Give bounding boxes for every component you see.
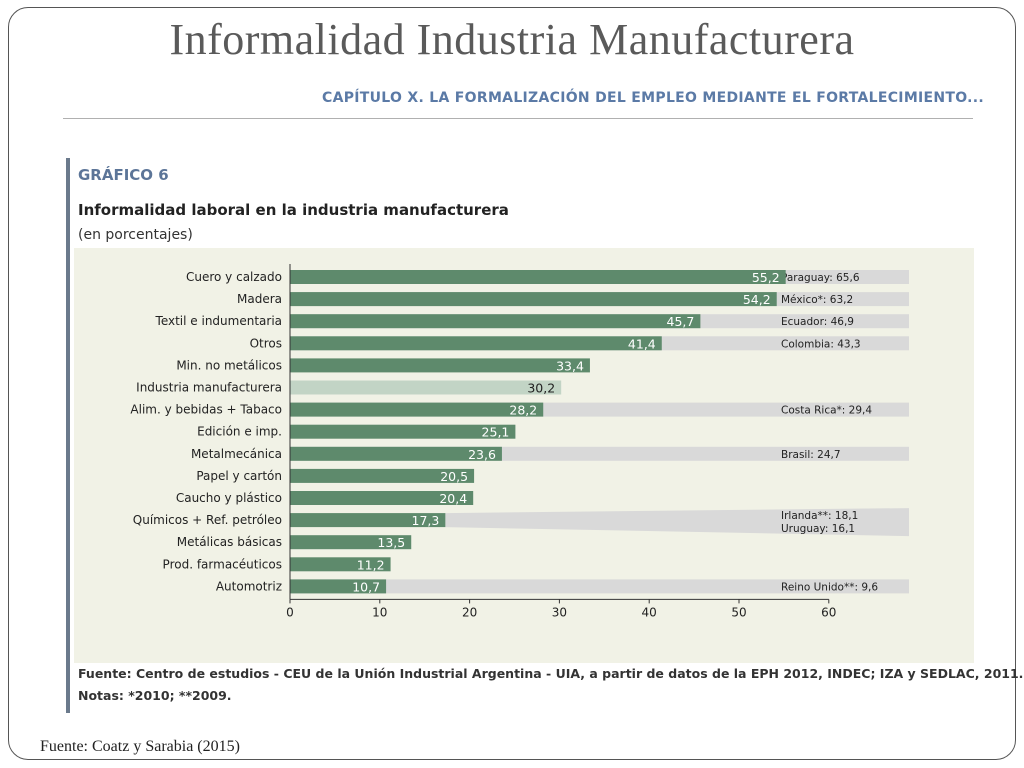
category-label: Cuero y calzado [186,270,282,284]
bar [290,336,662,351]
x-tick-label: 40 [642,605,657,619]
bar [290,446,502,461]
category-label: Metálicas básicas [177,535,282,549]
bar [290,270,786,284]
comparison-label: Colombia: 43,3 [781,338,861,350]
comparison-label: Irlanda**: 18,1 [781,510,858,522]
comparison-label: Ecuador: 46,9 [781,316,854,328]
x-tick-label: 20 [462,605,477,619]
figure-panel: GRÁFICO 6 Informalidad laboral en la ind… [66,158,1023,713]
comparison-label: Costa Rica*: 29,4 [781,405,872,417]
figure-accent-bar [66,158,70,713]
bar [290,314,701,329]
bar-value-label: 10,7 [352,579,380,594]
category-label: Madera [237,292,282,306]
comparison-label: Uruguay: 16,1 [781,523,855,535]
category-label: Min. no metálicos [176,358,282,372]
bar-value-label: 45,7 [667,314,695,329]
bar [290,402,544,417]
comparison-band [290,579,909,594]
comparison-label: México*: 63,2 [781,294,853,306]
bar-value-label: 54,2 [743,292,771,307]
category-label: Prod. farmacéuticos [163,557,282,571]
bar [290,513,446,528]
figure-notes: Notas: *2010; **2009. [78,688,232,703]
bar [290,535,412,550]
slide-title: Informalidad Industria Manufacturera [169,15,855,64]
header-divider [63,118,973,119]
bar-chart: Paraguay: 65,6 México*: 63,2 Ecuador: 46,9… [130,264,909,619]
category-label: Alim. y bebidas + Tabaco [130,403,282,417]
category-label: Papel y cartón [196,469,282,483]
bar-value-label: 20,4 [439,491,467,506]
bar [290,468,475,483]
bar-value-label: 13,5 [377,535,405,550]
category-label: Automotriz [216,579,282,593]
chapter-header: CAPÍTULO X. LA FORMALIZACIÓN DEL EMPLEO … [322,90,985,106]
comparison-label: Paraguay: 65,6 [781,272,860,284]
slide-frame [8,7,1016,760]
bar [290,358,590,373]
bar-value-label: 23,6 [468,447,496,462]
bar [290,579,387,594]
comparison-label: Brasil: 24,7 [781,449,841,461]
plot-area: Paraguay: 65,6 México*: 63,2 Ecuador: 46,9… [74,248,974,663]
bar [290,292,777,307]
category-label: Textil e indumentaria [155,314,282,328]
x-tick-label: 60 [821,605,836,619]
slide-footer: Fuente: Coatz y Sarabia (2015) [40,738,240,755]
category-label: Industria manufacturera [136,381,282,395]
bar [290,557,391,572]
bar-value-label: 28,2 [509,403,537,418]
x-tick-label: 30 [552,605,567,619]
comparison-band [445,508,909,537]
category-label: Metalmecánica [191,447,282,461]
bar-value-label: 55,2 [752,270,780,285]
bar-value-label: 25,1 [482,425,510,440]
bar-value-label: 30,2 [527,381,555,396]
figure-title: Informalidad laboral en la industria man… [78,201,509,219]
bar-value-label: 33,4 [556,358,584,373]
category-label: Edición e imp. [197,425,282,439]
figure-source: Fuente: Centro de estudios - CEU de la U… [78,666,1024,681]
bar-value-label: 17,3 [412,513,440,528]
category-label: Caucho y plástico [176,491,282,505]
bar-value-label: 20,5 [440,469,468,484]
bar-value-label: 41,4 [628,336,656,351]
category-label: Otros [250,336,282,350]
bar [290,380,562,395]
x-tick-label: 10 [372,605,387,619]
category-label: Químicos + Ref. petróleo [133,513,282,527]
comparison-label: Reino Unido**: 9,6 [781,581,878,593]
bar-value-label: 11,2 [357,557,385,572]
bar [290,491,474,505]
figure-subtitle: (en porcentajes) [78,227,193,243]
x-tick-label: 0 [286,605,294,619]
x-tick-label: 50 [731,605,746,619]
figure-label: GRÁFICO 6 [78,166,169,184]
bar [290,424,516,439]
